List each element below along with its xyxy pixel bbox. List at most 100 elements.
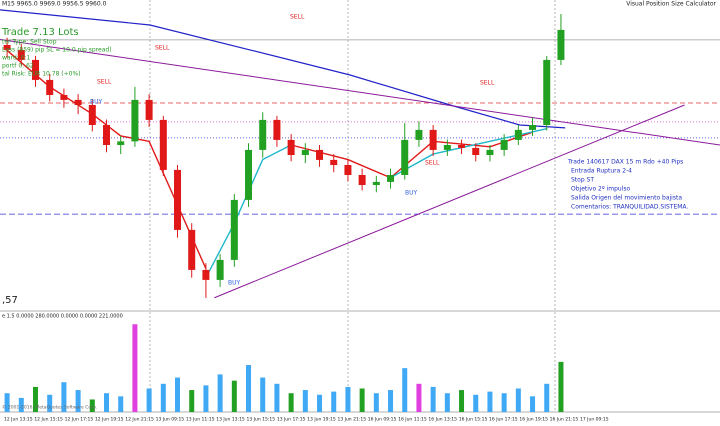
time-label: 13 Jun 13:15 — [216, 417, 245, 423]
candle-body — [159, 119, 167, 170]
info-block: ter Type: Sell Stop Loss (859) pip SL = … — [2, 39, 112, 78]
volume-bar — [246, 365, 252, 412]
volume-bar — [75, 390, 81, 412]
volume-bar — [18, 397, 24, 412]
volume-bar — [501, 393, 507, 412]
volume-bar — [61, 382, 67, 412]
overlay-line — [0, 9, 566, 129]
annotation: Trade 140617 DAX 15 m Rdo +40 Pips Entra… — [567, 159, 688, 211]
volume-bar — [373, 393, 379, 412]
info-line: tal Risk: EUR 10.78 (+0%) — [2, 71, 81, 78]
volume-bar — [160, 383, 166, 412]
overlay-line — [290, 131, 533, 179]
volume-bar — [288, 393, 294, 412]
candle-body — [3, 45, 11, 50]
annotation-line: Trade 140617 DAX 15 m Rdo +40 Pips — [567, 159, 683, 166]
candle-body — [486, 149, 494, 155]
volume-header: e 1.5 0.0000 280.0000 0.0000 0.0000 221.… — [2, 314, 123, 320]
candle-body — [174, 169, 182, 230]
time-label: 13 Jun 17:15 — [277, 417, 306, 423]
volume-bar — [544, 383, 550, 412]
candle-body — [287, 139, 295, 155]
candle-body — [202, 269, 210, 280]
info-line: Loss (859) pip SL = 10.0 pip spread) — [2, 47, 112, 54]
candle-body — [372, 181, 380, 185]
volume-bar — [530, 396, 536, 412]
volume-bar — [175, 377, 181, 412]
volume-bar — [345, 386, 351, 412]
time-label: 16 Jun 17:15 — [489, 417, 518, 423]
volume-bar — [189, 390, 195, 412]
plot-area — [0, 9, 720, 412]
time-label: 13 Jun 21:15 — [337, 417, 366, 423]
volume-bar — [473, 394, 479, 412]
candle-body — [17, 49, 25, 60]
overlay-line — [214, 104, 685, 299]
volume-bar — [217, 374, 223, 412]
volume-bar — [260, 377, 266, 412]
time-label: 17 Jun 09:15 — [580, 417, 609, 423]
time-label: 13 Jun 15:15 — [247, 417, 276, 423]
candle-body — [443, 145, 451, 150]
overlay-line — [0, 39, 720, 146]
candle-body — [514, 129, 522, 140]
annotation-line: Salida Origen del movimiento bajista — [571, 195, 682, 202]
time-label: 13 Jun 11:15 — [186, 417, 215, 423]
sell-label: SELL — [290, 14, 305, 21]
volume-bar — [430, 386, 436, 412]
copyright: © 2001-2016, MetaQuotes Software Corp. — [2, 404, 97, 411]
volume-bar — [331, 391, 337, 412]
volume-bar — [146, 388, 152, 412]
candle-body — [401, 139, 409, 175]
time-label: 16 Jun 11:15 — [398, 417, 427, 423]
candle-body — [46, 79, 54, 95]
buy-label: BUY — [90, 99, 103, 106]
info-line: portf 0: 62 — [2, 63, 34, 70]
sell-label: SELL — [97, 79, 112, 86]
candle-body — [344, 165, 352, 175]
candle-body — [32, 59, 40, 80]
candle-body — [458, 145, 466, 148]
candle-body — [543, 59, 551, 126]
candle-body — [145, 99, 153, 120]
volume-bar — [487, 391, 493, 412]
volume-bar — [118, 396, 124, 412]
candle-body — [387, 175, 395, 182]
volume-bar — [317, 394, 323, 412]
candle-body — [330, 159, 338, 165]
time-label: 12 Jun 21:15 — [125, 417, 154, 423]
annotation-line: Entrada Ruptura 2-4 — [571, 168, 632, 175]
candle-body — [216, 259, 224, 280]
volume-bar — [359, 388, 365, 412]
candle-body — [301, 149, 309, 155]
sell-label: SELL — [480, 80, 495, 87]
trade-lots: Trade 7.13 Lots — [1, 27, 79, 38]
volume-bar — [402, 368, 408, 412]
annotation-line: Stop ST — [571, 177, 594, 184]
volume-bar — [274, 383, 280, 412]
volume-bar — [416, 383, 422, 412]
candle-body — [557, 29, 565, 60]
volume-bar — [558, 361, 564, 412]
candle-body — [188, 229, 196, 270]
info-line: ter Type: Sell Stop — [2, 39, 57, 46]
time-label: 12 Jun 13:15 — [4, 417, 33, 423]
candle-body — [472, 147, 480, 155]
candle-body — [103, 125, 111, 145]
volume-bar — [231, 380, 237, 412]
sell-label: SELL — [425, 160, 440, 167]
buy-label: BUY — [228, 280, 241, 287]
time-label: 16 Jun 15:15 — [459, 417, 488, 423]
buy-label: BUY — [405, 190, 418, 197]
symbol-line: M15 9965.0 9969.0 9956.5 9960.0 — [2, 1, 107, 8]
time-label: 12 Jun 15:15 — [34, 417, 63, 423]
volume-bar — [515, 388, 521, 412]
volume-bar — [47, 394, 53, 412]
time-label: 16 Jun 21:15 — [550, 417, 579, 423]
time-label: 12 Jun 17:15 — [65, 417, 94, 423]
candle-body — [529, 125, 537, 130]
time-label: 16 Jun 09:15 — [368, 417, 397, 423]
candle-body — [230, 199, 238, 260]
